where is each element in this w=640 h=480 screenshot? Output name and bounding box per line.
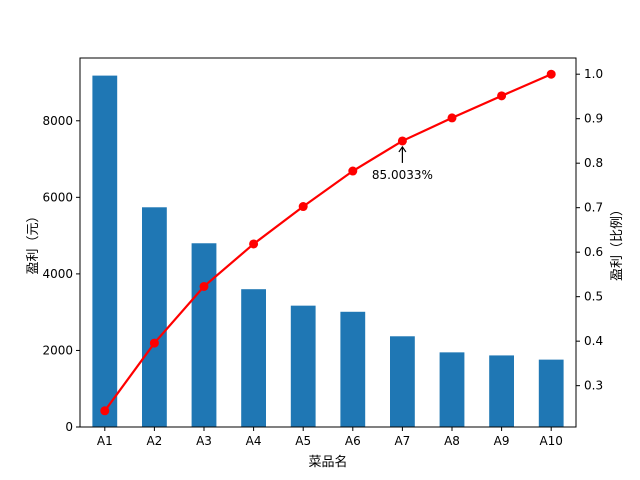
- y-right-tick-label: 0.4: [584, 334, 603, 348]
- bar-A8: [439, 352, 465, 427]
- x-axis-label: 菜品名: [308, 454, 347, 470]
- bar-A2: [142, 207, 167, 427]
- bar-A5: [290, 305, 316, 427]
- y-right-tick-label: 0.8: [584, 156, 603, 170]
- line-point-A3: [199, 281, 209, 291]
- annotation-arrow-head: [398, 145, 407, 153]
- bar-A9: [489, 355, 514, 427]
- cumulative-line: [103, 73, 552, 412]
- plot-frame: [79, 57, 577, 428]
- line-point-A9: [497, 91, 507, 101]
- line-point-A5: [298, 202, 308, 212]
- y-right-tick-label: 0.5: [584, 290, 603, 304]
- y-right-tick-label: 0.3: [584, 379, 603, 393]
- x-tick-label-A8: A8: [444, 434, 460, 448]
- line-point-A1: [100, 406, 110, 416]
- axes-layer: 0 2000 4000 6000 8000 0.3 0.4 0.5 0.6 0.7 0.8 0.9 1.…: [42, 57, 603, 448]
- x-tick-label-A6: A6: [345, 434, 361, 448]
- line-layer: [100, 69, 556, 416]
- line-point-A10: [546, 69, 556, 79]
- bar-A4: [241, 289, 266, 427]
- x-tick-label-A3: A3: [196, 434, 212, 448]
- line-point-A7: [397, 136, 407, 146]
- y-right-tick-label: 0.9: [584, 112, 603, 126]
- y-left-tick-label: 8000: [42, 114, 73, 128]
- y-right-tick-label: 1.0: [584, 67, 603, 81]
- annotation-label: 85.0033%: [372, 168, 433, 182]
- y-right-tick-label: 0.6: [584, 245, 603, 259]
- bar-A1: [92, 75, 118, 428]
- x-tick-label-A9: A9: [494, 434, 510, 448]
- y-left-tick-label: 4000: [42, 267, 73, 281]
- y-left-tick-label: 6000: [42, 190, 73, 204]
- y-axis-left-label: 盈利（元）: [26, 209, 41, 274]
- y-axis-right-label: 盈利（比例）: [610, 203, 625, 281]
- bar-A7: [390, 336, 415, 427]
- line-point-A6: [348, 166, 358, 176]
- bar-A6: [340, 311, 366, 427]
- bar-A10: [538, 359, 564, 427]
- x-tick-label-A7: A7: [394, 434, 410, 448]
- y-left-tick-label: 2000: [42, 343, 73, 357]
- x-tick-label-A1: A1: [97, 434, 113, 448]
- x-tick-label-A5: A5: [295, 434, 311, 448]
- annotation-layer: 85.0033%: [372, 145, 433, 182]
- line-point-A4: [249, 239, 259, 249]
- x-tick-label-A10: A10: [539, 434, 562, 448]
- y-right-tick-label: 0.7: [584, 201, 603, 215]
- y-left-tick-label: 0: [65, 420, 73, 434]
- line-point-A8: [447, 113, 457, 123]
- x-tick-label-A4: A4: [246, 434, 262, 448]
- x-tick-label-A2: A2: [146, 434, 162, 448]
- line-point-A2: [149, 338, 159, 348]
- bar-A3: [191, 243, 217, 427]
- bars-layer: [92, 75, 564, 428]
